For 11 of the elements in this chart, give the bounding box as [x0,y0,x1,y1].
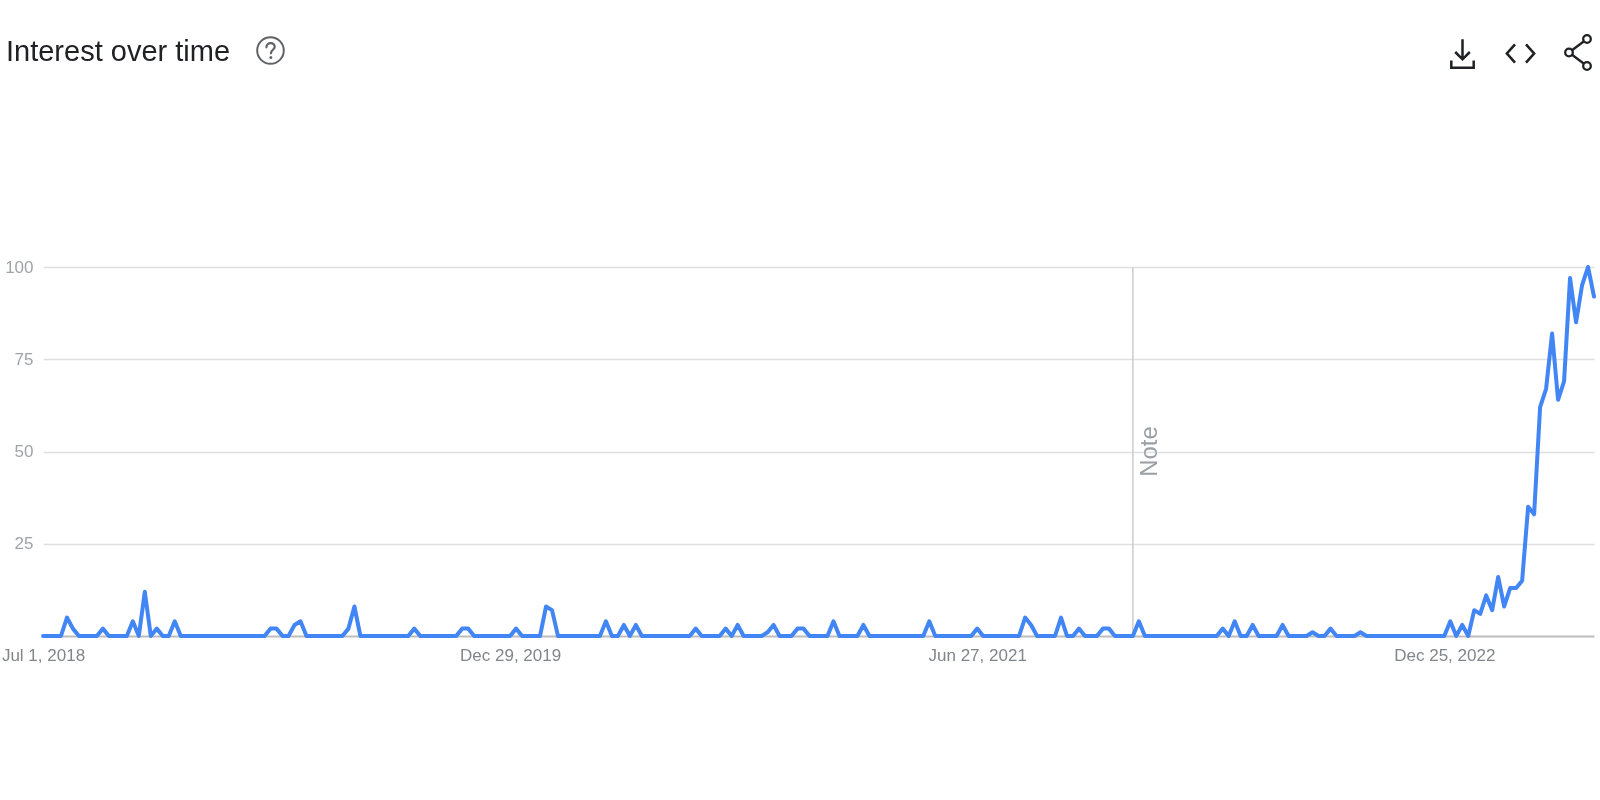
x-tick-label: Jul 1, 2018 [1,645,86,665]
x-tick-label: Dec 29, 2019 [460,645,562,665]
chart-title: Interest over time [6,35,231,67]
x-tick-label: Dec 25, 2022 [1394,645,1496,665]
y-tick-label: 100 [5,257,34,277]
y-tick-label: 25 [14,534,34,554]
line-series [41,265,1596,638]
y-tick-label: 75 [14,349,34,369]
ref-line-label: Note [1134,426,1162,477]
x-tick-label: Jun 27, 2021 [928,645,1027,665]
y-tick-label: 50 [14,442,34,461]
